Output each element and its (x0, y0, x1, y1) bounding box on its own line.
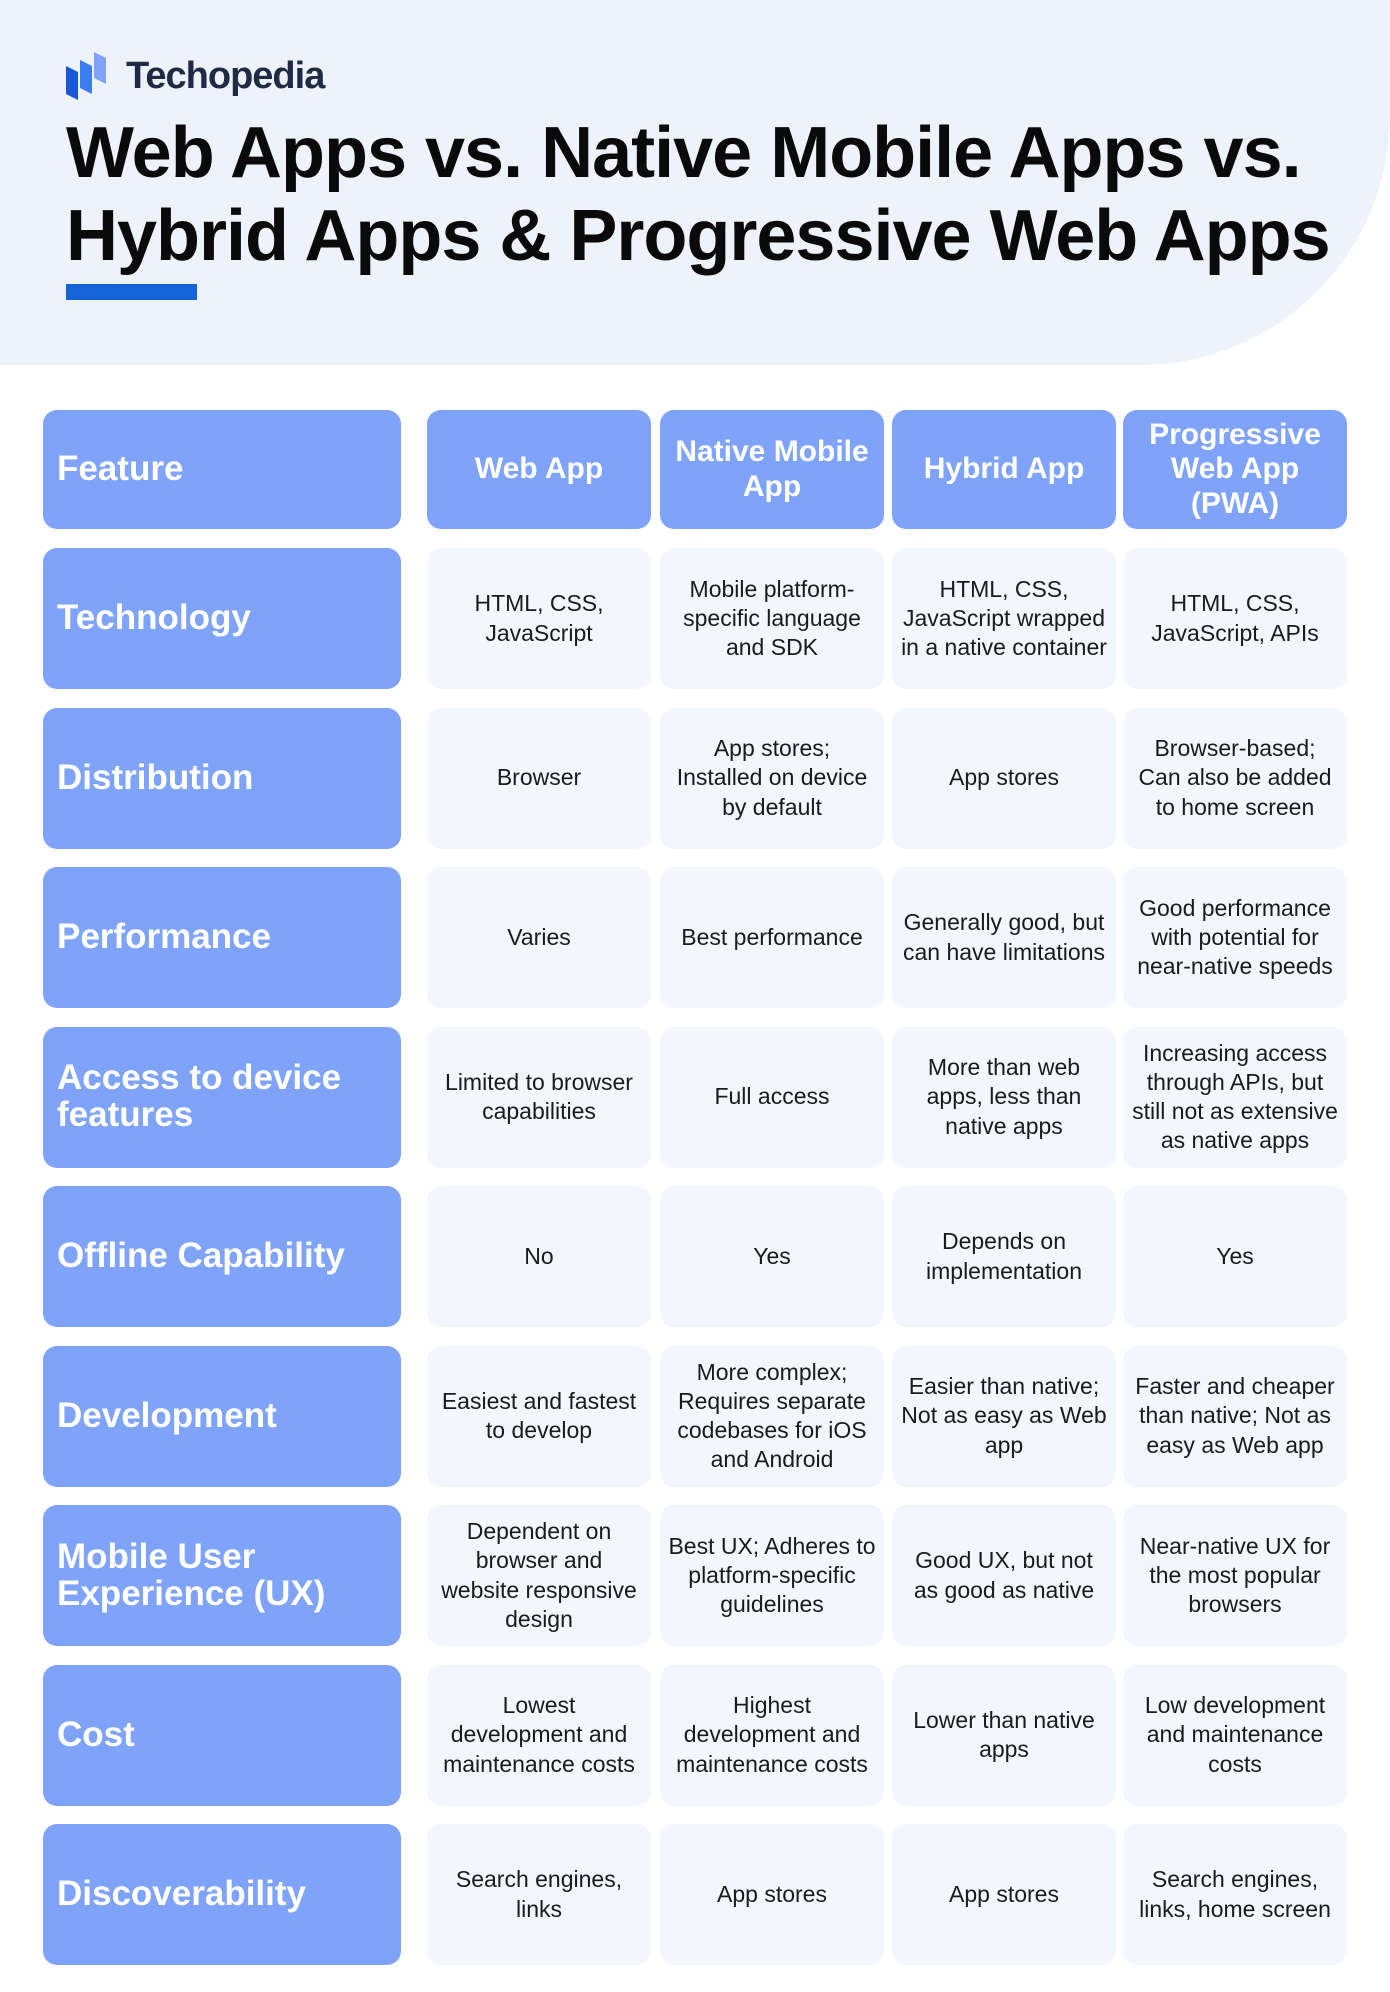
header-background (0, 0, 1390, 365)
table-cell: Dependent on browser and website respons… (427, 1505, 651, 1646)
table-cell: Full access (660, 1026, 884, 1168)
row-label: Access to device features (43, 1026, 401, 1168)
logo: Techopedia (66, 52, 325, 100)
table-cell: Near-native UX for the most popular brow… (1123, 1505, 1347, 1646)
row-label: Performance (43, 867, 401, 1008)
table-cell: Lower than native apps (892, 1664, 1116, 1806)
table-cell: Varies (427, 867, 651, 1008)
table-cell: Browser (427, 707, 651, 849)
row-label: Mobile User Experience (UX) (43, 1505, 401, 1646)
table-cell: Depends on implementation (892, 1186, 1116, 1327)
table-cell: HTML, CSS, JavaScript (427, 548, 651, 689)
table-cell: Limited to browser capabilities (427, 1026, 651, 1168)
table-cell: HTML, CSS, JavaScript wrapped in a nativ… (892, 548, 1116, 689)
column-header: Native Mobile App (660, 410, 884, 529)
row-label: Cost (43, 1664, 401, 1806)
column-header: Progressive Web App (PWA) (1123, 410, 1347, 529)
table-cell: Browser-based; Can also be added to home… (1123, 707, 1347, 849)
row-label: Development (43, 1345, 401, 1487)
table-cell: App stores (892, 1824, 1116, 1965)
table-cell: More than web apps, less than native app… (892, 1026, 1116, 1168)
table-cell: Lowest development and maintenance costs (427, 1664, 651, 1806)
table-cell: Easiest and fastest to develop (427, 1345, 651, 1487)
table-cell: App stores (892, 707, 1116, 849)
title: Web Apps vs. Native Mobile Apps vs. (66, 113, 1302, 193)
title-underline (66, 284, 197, 300)
table-cell: Faster and cheaper than native; Not as e… (1123, 1345, 1347, 1487)
row-label: Offline Capability (43, 1186, 401, 1327)
table-cell: Highest development and maintenance cost… (660, 1664, 884, 1806)
table-cell: Good UX, but not as good as native (892, 1505, 1116, 1646)
table-cell: Increasing access through APIs, but stil… (1123, 1026, 1347, 1168)
table-cell: Yes (660, 1186, 884, 1327)
logo-text: Techopedia (126, 54, 325, 97)
table-cell: No (427, 1186, 651, 1327)
row-label: Distribution (43, 707, 401, 849)
table-cell: Best UX; Adheres to platform-specific gu… (660, 1505, 884, 1646)
table-cell: Generally good, but can have limitations (892, 867, 1116, 1008)
column-header: Hybrid App (892, 410, 1116, 529)
table-cell: Low development and maintenance costs (1123, 1664, 1347, 1806)
column-header: Web App (427, 410, 651, 529)
logo-icon (66, 52, 106, 100)
table-cell: App stores (660, 1824, 884, 1965)
title: Hybrid Apps & Progressive Web Apps (66, 196, 1331, 276)
table-cell: Search engines, links (427, 1824, 651, 1965)
table-cell: Good performance with potential for near… (1123, 867, 1347, 1008)
table-cell: Mobile platform-specific language and SD… (660, 548, 884, 689)
row-label: Discoverability (43, 1824, 401, 1965)
table-cell: More complex; Requires separate codebase… (660, 1345, 884, 1487)
table-cell: Best performance (660, 867, 884, 1008)
table-cell: Easier than native; Not as easy as Web a… (892, 1345, 1116, 1487)
table-cell: Search engines, links, home screen (1123, 1824, 1347, 1965)
row-label: Technology (43, 548, 401, 689)
table-cell: App stores; Installed on device by defau… (660, 707, 884, 849)
table-cell: HTML, CSS, JavaScript, APIs (1123, 548, 1347, 689)
table-cell: Yes (1123, 1186, 1347, 1327)
header-feature: Feature (43, 410, 401, 529)
